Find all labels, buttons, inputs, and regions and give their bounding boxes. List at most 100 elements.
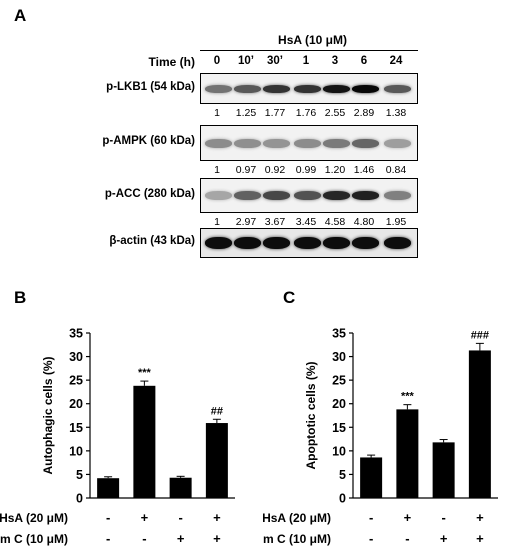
condition-sign: + — [213, 531, 221, 546]
blot-band — [322, 191, 350, 200]
blot-row-label: p-LKB1 (54 kDa) — [106, 80, 195, 93]
condition-sign: + — [476, 510, 484, 525]
blot-band — [351, 237, 379, 249]
y-axis-title: Apoptotic cells (%) — [304, 361, 318, 469]
y-tick-label: 25 — [69, 374, 83, 388]
condition-sign: - — [106, 510, 110, 525]
condition-label: HsA (20 μM) — [263, 511, 331, 525]
band-quantification: 1.46 — [353, 164, 375, 176]
blot-band — [293, 191, 321, 200]
treatment-bracket — [200, 50, 418, 51]
band-quantification: 0.97 — [235, 164, 257, 176]
blot-band — [262, 191, 290, 200]
blot-band — [204, 191, 232, 200]
blot-band — [204, 138, 232, 148]
time-point: 24 — [389, 55, 403, 67]
y-tick-label: 35 — [332, 327, 346, 341]
y-tick-label: 15 — [332, 421, 346, 435]
y-tick-label: 5 — [76, 468, 83, 482]
blot-band — [293, 84, 321, 93]
y-axis-title: Autophagic cells (%) — [41, 356, 55, 474]
condition-sign: + — [476, 531, 484, 546]
condition-sign: + — [177, 531, 185, 546]
significance-label: ### — [471, 329, 489, 341]
blot-band — [351, 191, 379, 200]
blot-frame — [200, 228, 418, 258]
blot-frame — [200, 73, 418, 104]
bar — [432, 442, 455, 498]
blot-band — [383, 237, 411, 249]
blot-row-label: p-AMPK (60 kDa) — [102, 135, 195, 147]
y-tick-label: 35 — [69, 327, 83, 341]
band-quantification: 1.95 — [385, 216, 407, 228]
time-point: 30’ — [267, 55, 283, 67]
blot-band — [262, 237, 290, 249]
treatment-label: HsA (10 μM) — [278, 33, 347, 47]
condition-sign: - — [142, 531, 146, 546]
blot-band — [262, 138, 290, 148]
y-tick-label: 10 — [69, 444, 83, 458]
blot-band — [233, 84, 261, 93]
blot-row-label: p-ACC (280 kDa) — [104, 187, 195, 200]
band-quantification: 2.55 — [324, 107, 346, 119]
bar — [169, 477, 192, 498]
time-point: 0 — [213, 55, 221, 67]
bar — [97, 478, 120, 498]
band-quantification: 1 — [214, 107, 220, 119]
bar — [360, 457, 383, 498]
y-tick-label: 10 — [332, 444, 346, 458]
time-point: 10’ — [238, 55, 254, 67]
blot-band — [383, 84, 411, 93]
bar — [468, 350, 491, 498]
condition-sign: + — [213, 510, 221, 525]
y-tick-label: 25 — [332, 374, 346, 388]
blot-band — [322, 237, 350, 249]
y-tick-label: 5 — [339, 468, 346, 482]
apoptotic-cells-chart: 0 5 10 15 20 25 30 35 Apoptotic cells (%) *** ### H… — [263, 327, 498, 546]
blot-band — [383, 138, 411, 148]
band-quantification: 3.45 — [295, 216, 317, 228]
significance-label: ## — [211, 405, 223, 417]
band-quantification: 1.20 — [324, 164, 346, 176]
blot-frame — [200, 125, 418, 161]
y-tick-label: 20 — [69, 397, 83, 411]
band-quantification: 1.25 — [235, 107, 257, 119]
band-quantification: 1.76 — [295, 107, 317, 119]
time-point: 6 — [360, 55, 368, 67]
y-tick-label: 30 — [69, 350, 83, 364]
bar — [133, 385, 156, 498]
condition-label: Com C (10 μM) — [0, 532, 68, 546]
condition-sign: + — [141, 510, 149, 525]
condition-sign: - — [369, 531, 373, 546]
blot-band — [204, 84, 232, 93]
band-quantification: 0.92 — [264, 164, 286, 176]
band-quantification: 0.99 — [295, 164, 317, 176]
band-quantification: 4.80 — [353, 216, 375, 228]
blot-band — [262, 84, 290, 93]
band-quantification: 2.89 — [353, 107, 375, 119]
blot-band — [351, 138, 379, 148]
condition-sign: - — [441, 510, 445, 525]
blot-band — [293, 138, 321, 148]
blot-band — [233, 237, 261, 249]
panel-letter-b: B — [14, 288, 27, 307]
time-point: 1 — [302, 55, 310, 67]
condition-sign: - — [405, 531, 409, 546]
blot-row-label: β-actin (43 kDa) — [109, 235, 195, 247]
panel-letter-a: A — [14, 6, 27, 25]
bar — [205, 423, 228, 498]
y-tick-label: 0 — [76, 492, 83, 506]
significance-label: *** — [401, 391, 415, 403]
band-quantification: 1 — [214, 216, 220, 228]
blot-band — [322, 84, 350, 93]
y-tick-label: 20 — [332, 397, 346, 411]
band-quantification: 1 — [214, 164, 220, 176]
panel-letter-c: C — [283, 288, 296, 307]
bar — [396, 409, 419, 498]
y-tick-label: 0 — [339, 492, 346, 506]
condition-sign: - — [178, 510, 182, 525]
time-point: 3 — [331, 55, 339, 67]
band-quantification: 2.97 — [235, 216, 257, 228]
band-quantification: 1.77 — [264, 107, 286, 119]
blot-band — [322, 138, 350, 148]
